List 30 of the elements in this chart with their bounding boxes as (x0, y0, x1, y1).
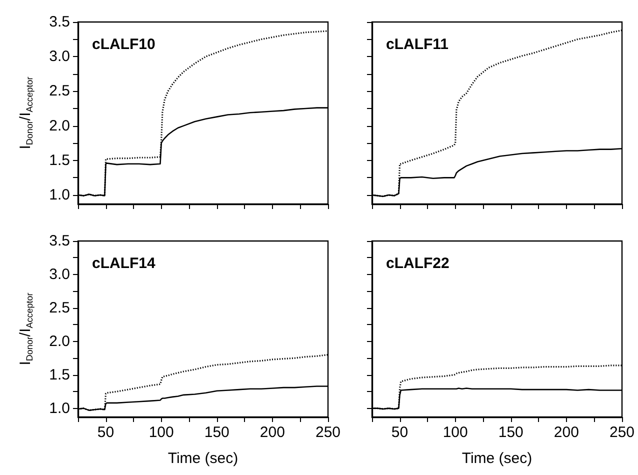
y-tick-label: 3.5 (49, 14, 70, 30)
y-tick-label: 1.0 (49, 400, 70, 417)
text: cLALF14 (92, 255, 156, 272)
x-tick-label: 200 (554, 424, 579, 441)
x-tick-label: 250 (315, 424, 341, 441)
x-tick-label: 250 (609, 424, 635, 441)
y-tick-label: 1.5 (49, 152, 70, 169)
y-tick-label: 1.0 (49, 186, 70, 204)
y-axis-title: IDonor/IAcceptor (17, 76, 34, 150)
y-tick-label: 2.5 (49, 82, 70, 100)
text: cLALF22 (386, 255, 450, 272)
x-tick-label: 50 (391, 424, 408, 441)
y-tick-label: 3.0 (49, 266, 70, 283)
y-tick-label: 3.5 (49, 232, 70, 250)
x-tick-label: 100 (148, 424, 174, 441)
y-axis-title: IDonor/IAcceptor (17, 292, 34, 366)
x-tick-label: 100 (442, 424, 468, 441)
x-axis-title: Time (sec) (168, 450, 238, 467)
text: cLALF10 (92, 36, 156, 53)
x-axis-title: Time (sec) (462, 450, 532, 467)
y-tick-label: 2.0 (49, 117, 70, 134)
x-tick-label: 50 (97, 424, 114, 441)
x-tick-label: 150 (204, 424, 230, 441)
y-tick-label: 2.0 (49, 332, 70, 350)
x-tick-label: 150 (498, 424, 524, 441)
y-tick-label: 1.5 (49, 366, 70, 384)
y-tick-label: 2.5 (49, 299, 70, 316)
text: cLALF11 (386, 36, 449, 53)
y-tick-label: 3.0 (49, 48, 70, 66)
x-tick-label: 200 (260, 424, 285, 441)
